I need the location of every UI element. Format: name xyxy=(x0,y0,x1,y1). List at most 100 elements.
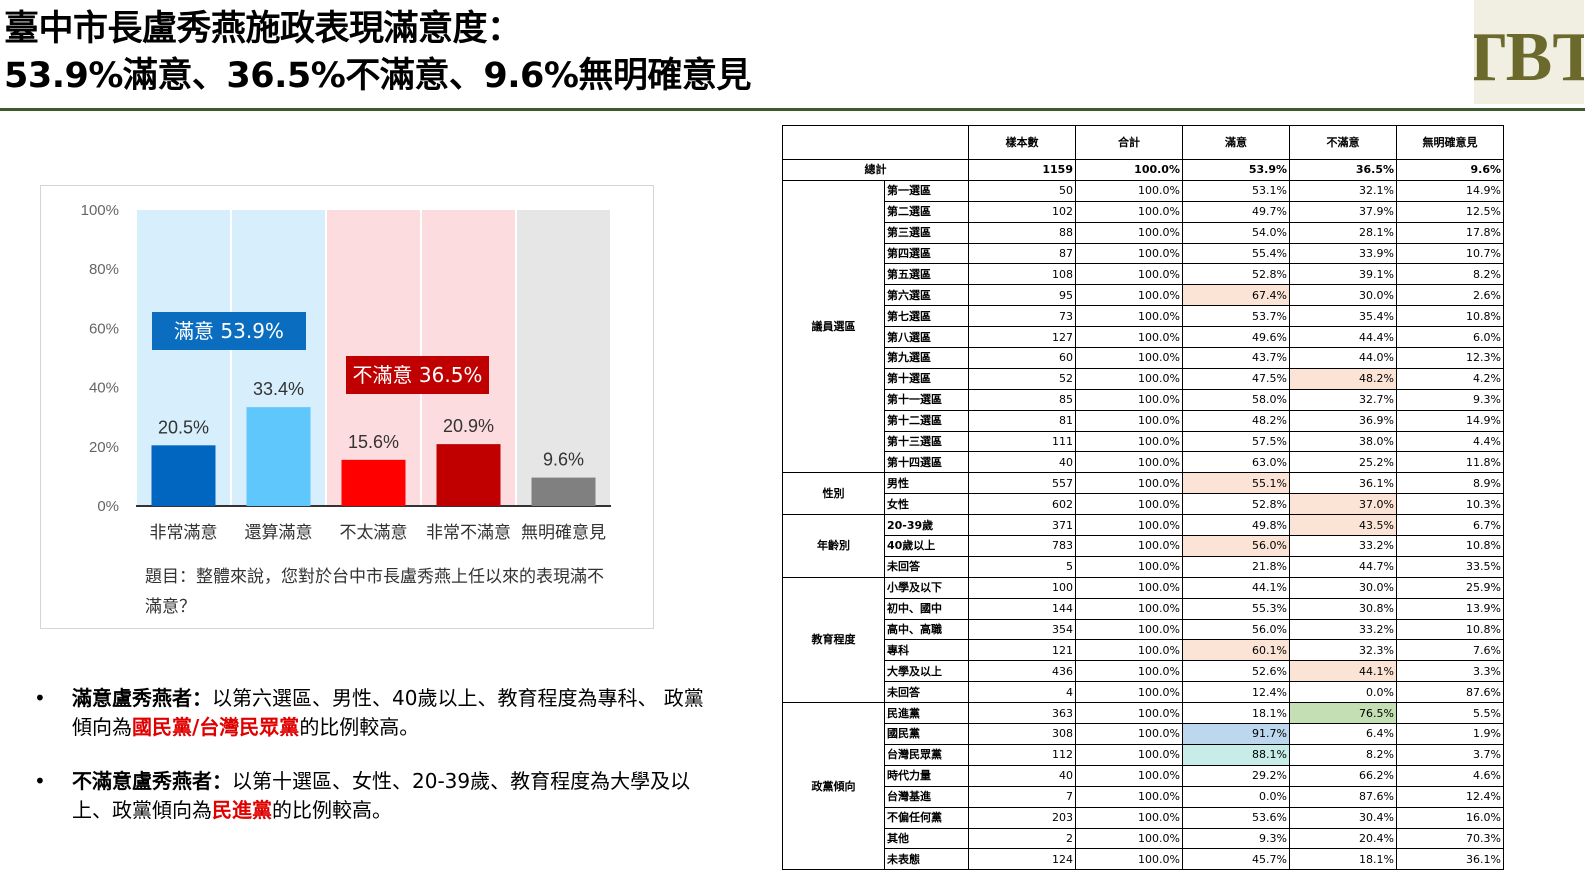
table-cell: 87.6% xyxy=(1289,785,1397,808)
table-cell: 44.4% xyxy=(1289,326,1397,349)
row-label: 小學及以下 xyxy=(884,576,969,599)
bullet-dot: • xyxy=(34,686,46,710)
bar-chart: 0% 20% 40% 60% 80% 100% 20.5% 非常滿意 33.4% 還算滿意 15.6… xyxy=(81,202,611,543)
x-tick-label: 非常不滿意 xyxy=(426,523,511,543)
table-cell: 55.1% xyxy=(1182,472,1290,495)
row-label: 第八選區 xyxy=(884,326,969,349)
table-cell: 557 xyxy=(968,472,1076,495)
table-cell: 35.4% xyxy=(1289,305,1397,328)
table-cell: 37.0% xyxy=(1289,493,1397,516)
row-label: 台灣民眾黨 xyxy=(884,743,969,766)
table-header-row: 樣本數 合計 滿意 不滿意 無明確意見 xyxy=(782,125,1504,160)
table-cell: 8.9% xyxy=(1396,472,1504,495)
table-row: 第十選區 52 100.0% 47.5% 48.2% 4.2% xyxy=(783,367,1504,390)
row-label: 第二選區 xyxy=(884,200,969,223)
column-header: 滿意 xyxy=(1182,125,1290,160)
table-cell: 100.0% xyxy=(1075,723,1183,745)
table-cell: 100.0% xyxy=(1075,743,1183,766)
bar xyxy=(151,445,216,506)
table-cell: 100.0% xyxy=(1075,242,1183,265)
y-tick-label: 20% xyxy=(89,439,119,456)
table-cell: 21.8% xyxy=(1182,555,1290,578)
table-cell: 2 xyxy=(968,827,1076,850)
table-cell: 0.0% xyxy=(1289,681,1397,704)
row-label: 第四選區 xyxy=(884,242,969,265)
table-row: 其他 2 100.0% 9.3% 20.4% 70.3% xyxy=(783,827,1504,850)
table-cell: 17.8% xyxy=(1396,221,1504,244)
group-label: 議員選區 xyxy=(782,179,885,474)
table-cell: 100.0% xyxy=(1075,681,1183,704)
table-cell: 354 xyxy=(968,618,1076,641)
table-cell: 52.6% xyxy=(1182,660,1290,683)
table-cell: 4 xyxy=(968,681,1076,704)
table-row: 年齡別 20-39歲 371 100.0% 49.8% 43.5% 6.7% xyxy=(782,514,1504,578)
row-label: 男性 xyxy=(884,472,969,495)
table-row: 台灣民眾黨 112 100.0% 88.1% 8.2% 3.7% xyxy=(783,743,1504,766)
table-cell: 8.2% xyxy=(1289,743,1397,766)
table-cell: 63.0% xyxy=(1182,451,1290,474)
table-cell: 100.0% xyxy=(1075,367,1183,390)
table-cell: 100.0% xyxy=(1075,764,1183,787)
data-label: 9.6% xyxy=(543,450,584,470)
table-cell: 100.0% xyxy=(1075,388,1183,411)
table-cell: 49.8% xyxy=(1182,514,1290,537)
table-row: 40歲以上 783 100.0% 56.0% 33.2% 10.8% xyxy=(783,535,1504,557)
title-divider xyxy=(0,108,1585,111)
finding-lead: 滿意盧秀燕者： xyxy=(72,686,212,710)
table-cell: 100.0% xyxy=(1075,555,1183,578)
x-tick-label: 非常滿意 xyxy=(150,523,218,543)
table-cell: 44.1% xyxy=(1182,576,1290,599)
row-label: 第七選區 xyxy=(884,305,969,328)
y-tick-label: 80% xyxy=(89,261,119,278)
table-row: 未回答 4 100.0% 12.4% 0.0% 87.6% xyxy=(783,681,1504,704)
row-label: 國民黨 xyxy=(884,723,969,745)
x-tick-label: 無明確意見 xyxy=(521,523,606,543)
table-cell: 30.0% xyxy=(1289,284,1397,307)
table-cell: 100.0% xyxy=(1075,639,1183,662)
row-label: 其他 xyxy=(884,827,969,850)
table-cell: 73 xyxy=(968,305,1076,328)
table-row: 高中、高職 354 100.0% 56.0% 33.2% 10.8% xyxy=(783,618,1504,641)
table-cell: 91.7% xyxy=(1182,723,1290,745)
table-cell: 44.1% xyxy=(1289,660,1397,683)
table-cell: 0.0% xyxy=(1182,785,1290,808)
table-cell: 16.0% xyxy=(1396,806,1504,829)
row-label: 第九選區 xyxy=(884,347,969,369)
survey-question: 題目：整體來說，您對於台中市長盧秀燕上任以來的表現滿不滿意？ xyxy=(145,567,604,617)
table-cell: 49.6% xyxy=(1182,326,1290,349)
table-cell: 363 xyxy=(968,702,1076,725)
table-row: 議員選區 第一選區 50 100.0% 53.1% 32.1% 14.9% xyxy=(782,179,1504,474)
table-row: 第四選區 87 100.0% 55.4% 33.9% 10.7% xyxy=(783,242,1504,265)
table-cell: 28.1% xyxy=(1289,221,1397,244)
table-cell: 100.0% xyxy=(1075,284,1183,307)
table-row: 第三選區 88 100.0% 54.0% 28.1% 17.8% xyxy=(783,221,1504,244)
table-cell: 30.0% xyxy=(1289,576,1397,599)
table-cell: 33.5% xyxy=(1396,555,1504,578)
table-cell: 5.5% xyxy=(1396,702,1504,725)
table-cell: 88 xyxy=(968,221,1076,244)
table-cell: 7 xyxy=(968,785,1076,808)
table-cell: 14.9% xyxy=(1396,179,1504,202)
table-cell: 43.7% xyxy=(1182,347,1290,369)
table-cell: 81 xyxy=(968,409,1076,432)
table-cell: 32.3% xyxy=(1289,639,1397,662)
row-label: 民進黨 xyxy=(884,702,969,725)
table-cell: 2.6% xyxy=(1396,284,1504,307)
table-cell: 144 xyxy=(968,597,1076,620)
table-cell: 100.0% xyxy=(1075,827,1183,850)
column-header: 不滿意 xyxy=(1289,125,1397,160)
table-cell: 100.0% xyxy=(1075,785,1183,808)
crosstab-table: 樣本數 合計 滿意 不滿意 無明確意見 總計 1159 100.0% 53.9% 36.5% 9.6… xyxy=(782,125,1504,871)
table-cell: 100.0% xyxy=(1075,514,1183,537)
table-cell: 49.7% xyxy=(1182,200,1290,223)
table-cell: 112 xyxy=(968,743,1076,766)
findings-list: • 滿意盧秀燕者：以第六選區、男性、40歲以上、教育程度為專科、 政黨傾向為國民… xyxy=(34,684,714,850)
table-cell: 10.8% xyxy=(1396,618,1504,641)
row-label: 第六選區 xyxy=(884,284,969,307)
y-tick-label: 60% xyxy=(89,320,119,337)
title-line-2: 53.9%滿意、36.5%不滿意、9.6%無明確意見 xyxy=(4,56,751,96)
table-cell: 100.0% xyxy=(1075,263,1183,286)
table-cell: 203 xyxy=(968,806,1076,829)
table-cell: 60.1% xyxy=(1182,639,1290,662)
table-cell: 10.7% xyxy=(1396,242,1504,265)
